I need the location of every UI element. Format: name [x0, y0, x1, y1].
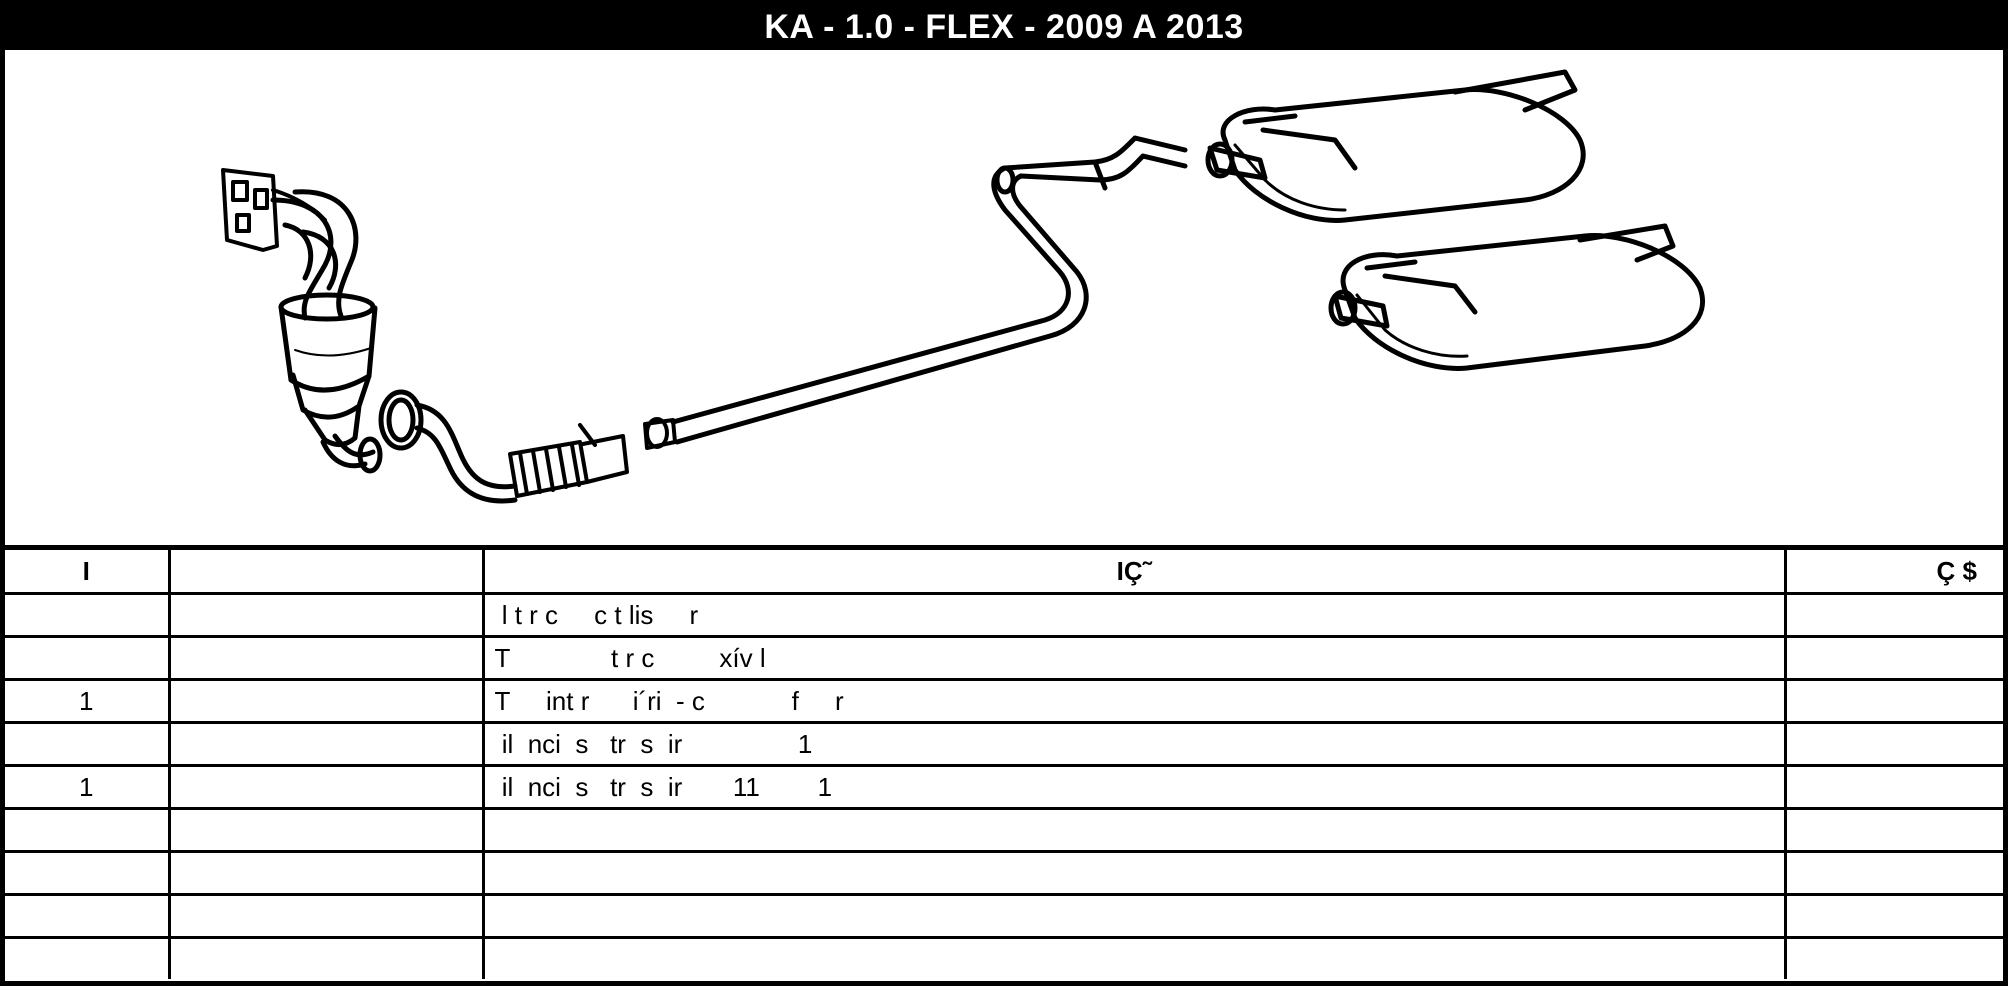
cell-quantity	[5, 850, 171, 896]
intermediate-pipe-drawing	[670, 135, 1188, 445]
table-row	[5, 936, 2003, 979]
flex-pipe-drawing	[508, 417, 677, 498]
cell-code	[167, 721, 485, 767]
cell-description	[481, 893, 1787, 939]
cell-code	[167, 893, 485, 939]
table-row: l t r c c t lis r	[5, 592, 2003, 638]
cell-quantity	[5, 807, 171, 853]
table-row: T t r c xív l	[5, 635, 2003, 681]
column-header-price: Ç $	[1783, 550, 2003, 595]
cell-price	[1783, 678, 2003, 724]
table-row: 1 T int r i´ri - c f r	[5, 678, 2003, 724]
cell-code	[167, 764, 485, 810]
cell-description	[481, 807, 1787, 853]
rear-muffler-lower-drawing	[1328, 223, 1705, 371]
cell-price	[1783, 807, 2003, 853]
cell-code	[167, 807, 485, 853]
cell-description: T t r c xív l	[481, 635, 1787, 681]
column-header-description: IÇ˜	[481, 550, 1787, 595]
cell-description: l t r c c t lis r	[481, 592, 1787, 638]
page-title: KA - 1.0 - FLEX - 2009 A 2013	[5, 5, 2003, 50]
column-header-quantity: I	[5, 550, 171, 595]
table-row	[5, 807, 2003, 853]
cell-description	[481, 936, 1787, 979]
front-pipe-drawing	[414, 402, 518, 504]
cell-quantity	[5, 893, 171, 939]
parts-table-area: I IÇ˜ Ç $ l t r c c t lis r T	[5, 550, 2003, 981]
cell-description	[481, 850, 1787, 896]
cell-quantity: 1	[5, 764, 171, 810]
cell-quantity: 1	[5, 678, 171, 724]
cell-price	[1783, 635, 2003, 681]
cell-price	[1783, 893, 2003, 939]
cell-code	[167, 678, 485, 724]
cell-price	[1783, 764, 2003, 810]
cell-quantity	[5, 635, 171, 681]
down-pipe-drawing	[320, 389, 424, 474]
cell-code	[167, 936, 485, 979]
cell-code	[167, 592, 485, 638]
table-row: 1 il nci s tr s ir 11 1	[5, 764, 2003, 810]
table-row	[5, 893, 2003, 939]
column-header-code	[167, 550, 485, 595]
cell-price	[1783, 936, 2003, 979]
cell-code	[167, 635, 485, 681]
cell-price	[1783, 850, 2003, 896]
table-row: il nci s tr s ir 1	[5, 721, 2003, 767]
parts-table: I IÇ˜ Ç $ l t r c c t lis r T	[5, 550, 2003, 979]
cell-description: il nci s tr s ir 1	[481, 721, 1787, 767]
cell-description: il nci s tr s ir 11 1	[481, 764, 1787, 810]
cell-quantity	[5, 721, 171, 767]
cell-quantity	[5, 936, 171, 979]
cell-price	[1783, 721, 2003, 767]
catalytic-converter-drawing	[278, 292, 378, 447]
cell-code	[167, 850, 485, 896]
table-row	[5, 850, 2003, 896]
exhaust-diagram	[5, 50, 2003, 550]
cell-price	[1783, 592, 2003, 638]
manifold-pipes-drawing	[270, 189, 359, 321]
cell-description: T int r i´ri - c f r	[481, 678, 1787, 724]
table-header-row: I IÇ˜ Ç $	[5, 550, 2003, 595]
cell-quantity	[5, 592, 171, 638]
rear-muffler-upper-drawing	[1205, 69, 1586, 223]
